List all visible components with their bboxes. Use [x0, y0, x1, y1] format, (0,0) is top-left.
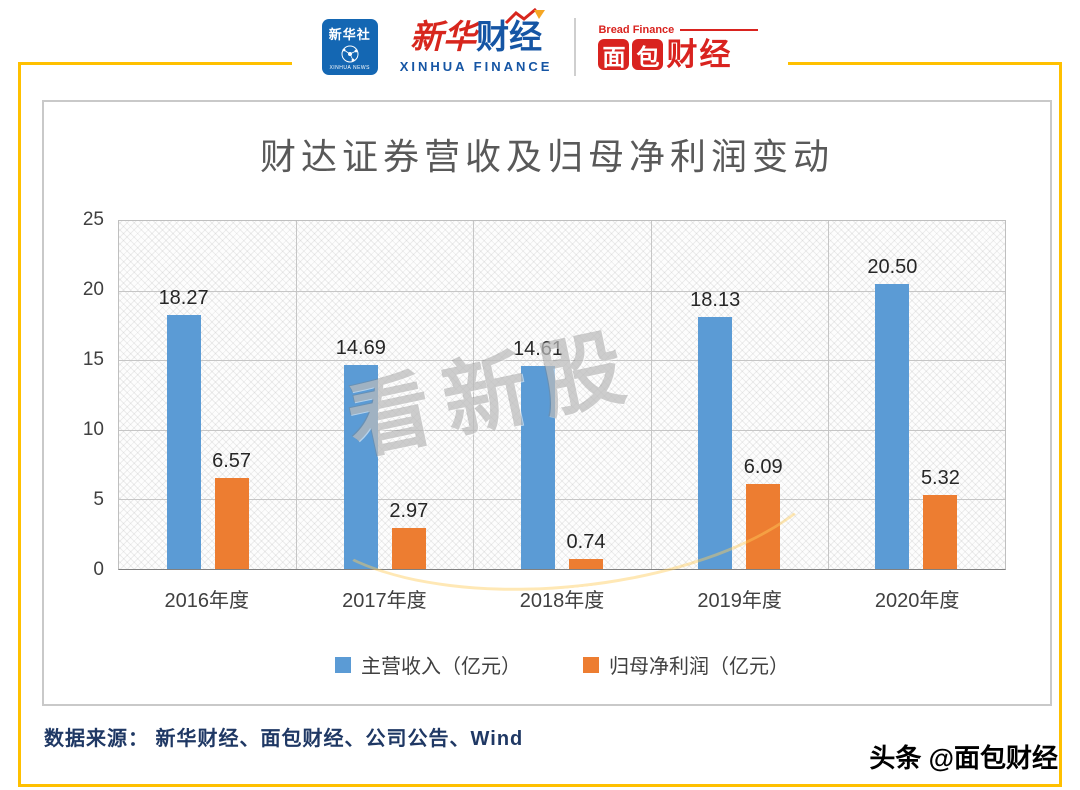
bar — [569, 558, 603, 569]
data-source: 数据来源： 新华财经、面包财经、公司公告、Wind — [44, 728, 524, 750]
gridline-horizontal — [119, 290, 1005, 292]
x-axis-label: 2016年度 — [164, 590, 250, 612]
gridline-horizontal — [119, 499, 1005, 501]
xinhua-finance-sub: XINHUA FINANCE — [399, 58, 553, 74]
bar-value-label: 6.57 — [212, 449, 252, 472]
gridline-vertical — [296, 221, 298, 569]
header: 新华社 XINHUA NEWS — [0, 4, 1080, 90]
bars-layer: 18.27 6.57 14.69 2.97 14.61 0.74 18.13 6.09 20.5… — [119, 221, 1005, 569]
bar-wrap: 6.57 — [212, 450, 251, 569]
bar-wrap: 20.50 — [867, 256, 917, 569]
xinhua-news-logo: 新华社 XINHUA NEWS — [321, 19, 378, 75]
bar-group: 18.13 6.09 — [651, 221, 828, 569]
legend-item: 主营收入（亿元） — [335, 650, 521, 679]
bar-group: 18.27 6.57 — [119, 221, 296, 569]
y-axis: 25 20 15 10 5 0 — [66, 209, 118, 580]
trend-arrow-icon — [505, 8, 546, 25]
x-axis: 2016年度 2017年度 2018年度 2019年度 2020年度 — [118, 570, 1006, 613]
bar — [391, 527, 426, 569]
network-globe-icon — [340, 44, 360, 64]
legend-swatch — [335, 656, 351, 673]
bar — [698, 316, 733, 569]
y-tick-label: 10 — [82, 419, 104, 440]
bread-finance-char1: 面 — [598, 39, 630, 70]
bread-finance-rest: 财经 — [666, 37, 733, 72]
chart-title: 财达证券营收及归母净利润变动 — [259, 136, 834, 177]
bar-value-label: 14.69 — [335, 336, 386, 359]
bar-group: 14.61 0.74 — [473, 221, 650, 569]
bar-value-label: 14.61 — [512, 337, 564, 360]
xinhua-finance-logo: 新华财经 XINHUA FINANCE — [399, 8, 553, 74]
chart-container: 财达证券营收及归母净利润变动 25 20 15 10 5 0 18.27 6.57 14.69… — [42, 100, 1052, 706]
header-logos: 新华社 XINHUA NEWS — [291, 4, 789, 90]
gridline-horizontal — [119, 429, 1005, 431]
bar-wrap: 18.13 — [690, 289, 740, 569]
plot-wrap: 25 20 15 10 5 0 18.27 6.57 14.69 2.97 14.61 0.74 18… — [83, 209, 1006, 678]
bar-value-label: 0.74 — [566, 530, 606, 553]
y-tick-label: 20 — [82, 279, 104, 300]
y-tick-label: 25 — [82, 209, 104, 230]
legend-label: 归母净利润（亿元） — [609, 656, 789, 678]
bread-finance-logo: Bread Finance 面 包 财经 — [598, 24, 759, 70]
y-tick-label: 15 — [82, 349, 104, 370]
xinhua-news-sub: XINHUA NEWS — [329, 64, 370, 71]
gridline-vertical — [827, 221, 829, 569]
xinhua-finance-cn-bold: 财经 — [476, 18, 543, 56]
gridline-vertical — [473, 221, 475, 569]
bar-value-label: 20.50 — [867, 255, 918, 278]
y-tick-label: 5 — [93, 489, 104, 510]
bar-value-label: 5.32 — [920, 466, 960, 489]
bar — [521, 365, 555, 569]
plot-area: 18.27 6.57 14.69 2.97 14.61 0.74 18.13 6.09 20.5… — [118, 220, 1006, 570]
bar — [746, 484, 781, 569]
header-divider — [574, 18, 577, 76]
bar-group: 14.69 2.97 — [296, 221, 473, 569]
legend-label: 主营收入（亿元） — [361, 656, 521, 678]
bar-group: 20.50 5.32 — [828, 221, 1005, 569]
bar-wrap: 5.32 — [921, 467, 960, 569]
x-axis-label: 2018年度 — [519, 590, 605, 612]
bread-finance-char2: 包 — [632, 39, 664, 70]
x-axis-label: 2019年度 — [697, 590, 782, 612]
bar — [875, 283, 910, 569]
bar — [923, 494, 958, 569]
bread-finance-sub: Bread Finance — [598, 24, 675, 36]
bread-finance-wordmark: 面 包 财经 — [598, 39, 758, 70]
bar-wrap: 14.61 — [513, 338, 563, 569]
bar-wrap: 0.74 — [567, 531, 605, 569]
bar-wrap: 6.09 — [744, 456, 783, 569]
x-axis-label: 2020年度 — [874, 590, 960, 612]
bar — [343, 364, 378, 569]
gridline-vertical — [650, 221, 652, 569]
bar — [166, 314, 201, 569]
legend: 主营收入（亿元） 归母净利润（亿元） — [118, 650, 1006, 679]
credit: 头条 @面包财经 — [869, 743, 1058, 773]
y-tick-label: 0 — [93, 559, 104, 580]
bar-value-label: 18.13 — [690, 288, 741, 311]
legend-item: 归母净利润（亿元） — [583, 650, 789, 679]
bar-wrap: 18.27 — [159, 287, 209, 569]
bar-value-label: 2.97 — [389, 499, 429, 522]
bar-wrap: 14.69 — [336, 337, 386, 569]
xinhua-news-label: 新华社 — [328, 26, 371, 42]
bread-finance-rule — [680, 29, 759, 31]
legend-swatch — [583, 656, 599, 673]
xinhua-finance-wordmark: 新华财经 — [410, 8, 546, 57]
grid-layer — [119, 221, 1005, 569]
bar-value-label: 6.09 — [743, 456, 783, 479]
gridline-horizontal — [119, 360, 1005, 362]
bread-finance-tagline: Bread Finance — [598, 24, 759, 36]
bar-wrap: 2.97 — [389, 500, 428, 569]
x-axis-label: 2017年度 — [342, 590, 427, 612]
bar — [214, 477, 249, 569]
xinhua-finance-cn-script: 新华 — [410, 20, 477, 57]
bar-value-label: 18.27 — [158, 286, 209, 309]
